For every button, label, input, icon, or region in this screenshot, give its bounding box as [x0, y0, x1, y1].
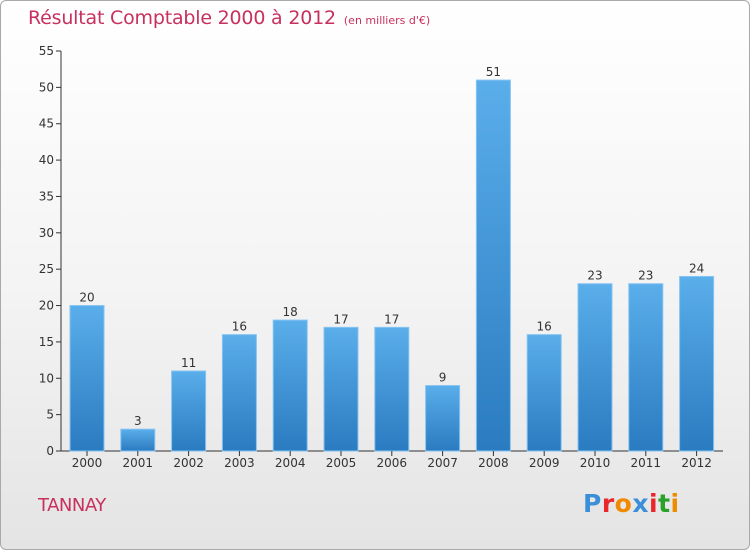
bar-value-label: 23: [638, 269, 653, 283]
logo-letter: r: [601, 489, 615, 518]
bar: [374, 326, 410, 452]
bar: [171, 370, 207, 452]
y-tick-label: 40: [39, 153, 54, 167]
proxiti-logo: Proxiti: [583, 489, 680, 518]
chart-subtitle: (en milliers d'€): [343, 14, 431, 27]
commune-name: TANNAY: [38, 495, 106, 516]
x-tick-label: 2007: [427, 456, 458, 470]
bar-value-label: 17: [333, 312, 348, 326]
x-tick-label: 2012: [681, 456, 712, 470]
y-tick-label: 45: [39, 117, 54, 131]
y-tick-label: 20: [39, 299, 54, 313]
x-tick-label: 2009: [529, 456, 560, 470]
x-tick-label: 2008: [478, 456, 509, 470]
x-tick-label: 2003: [224, 456, 255, 470]
x-tick-label: 2002: [173, 456, 204, 470]
bar: [69, 305, 105, 452]
bar-value-label: 23: [587, 269, 602, 283]
bar-value-label: 24: [689, 261, 704, 275]
chart-title: Résultat Comptable 2000 à 2012 (en millie…: [28, 7, 430, 29]
x-tick-label: 2004: [275, 456, 306, 470]
y-tick-label: 15: [39, 335, 54, 349]
bar-value-label: 16: [537, 320, 552, 334]
bar-value-label: 9: [439, 371, 447, 385]
x-tick-label: 2005: [326, 456, 357, 470]
chart-title-main: Résultat Comptable 2000 à 2012: [28, 7, 336, 29]
bar: [323, 326, 359, 452]
y-tick-label: 35: [39, 189, 54, 203]
x-tick-label: 2000: [72, 456, 103, 470]
bar-value-label: 17: [384, 312, 399, 326]
y-tick-label: 10: [39, 371, 54, 385]
logo-letter: i: [670, 489, 680, 518]
bar: [577, 283, 613, 452]
logo-letter: o: [614, 489, 633, 518]
y-tick-label: 55: [39, 44, 54, 58]
y-tick-label: 25: [39, 262, 54, 276]
bar: [120, 428, 156, 452]
x-tick-label: 2011: [631, 456, 662, 470]
y-tick-label: 0: [46, 444, 54, 458]
bar: [679, 275, 715, 452]
bar: [526, 334, 562, 452]
bar-value-label: 51: [486, 65, 501, 79]
logo-letter: i: [649, 489, 659, 518]
logo-letter: x: [632, 489, 649, 518]
logo-letter: P: [583, 489, 602, 518]
bar: [628, 283, 664, 452]
bar: [221, 334, 257, 452]
bar-value-label: 20: [79, 291, 94, 305]
y-tick-label: 30: [39, 226, 54, 240]
bar: [425, 385, 461, 452]
y-tick-label: 5: [46, 408, 54, 422]
bar: [475, 79, 511, 452]
y-tick-label: 50: [39, 80, 54, 94]
bar-value-label: 16: [232, 320, 247, 334]
x-tick-label: 2010: [580, 456, 611, 470]
bar-value-label: 3: [134, 414, 142, 428]
bar: [272, 319, 308, 452]
bar-value-label: 18: [283, 305, 298, 319]
x-tick-label: 2006: [377, 456, 408, 470]
bar-value-label: 11: [181, 356, 196, 370]
x-tick-label: 2001: [123, 456, 154, 470]
logo-letter: t: [658, 489, 671, 518]
